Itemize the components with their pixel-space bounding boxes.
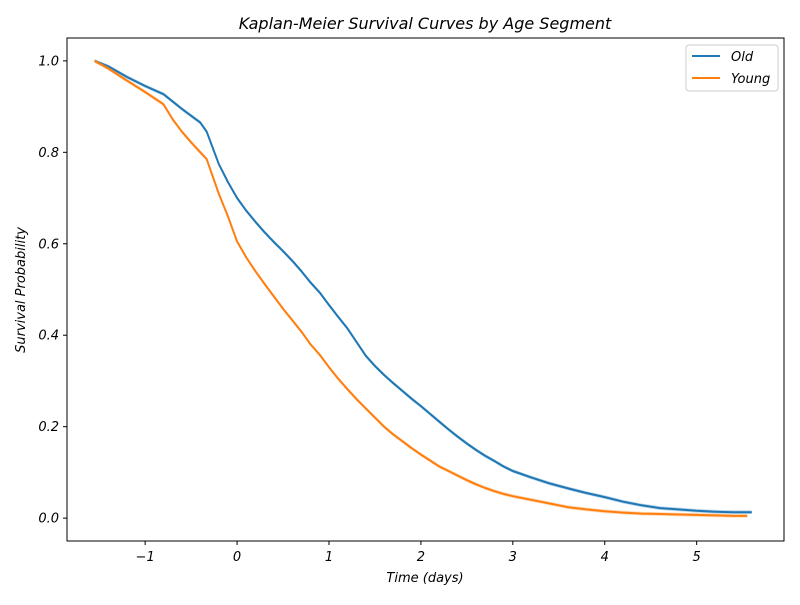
- legend-label-old: Old: [731, 50, 754, 65]
- plot-area: −1 0 1 2 3 4 5 0.0 0.2 0.4 0.6 0.8 1.0 Old Young: [38, 37, 785, 565]
- y-tick-label: 0.2: [38, 420, 59, 435]
- plot-frame: [66, 37, 785, 542]
- x-tick-label: 1: [325, 550, 333, 565]
- y-axis-label: Survival Probability: [14, 227, 29, 353]
- y-tick-label: 0.4: [38, 329, 59, 344]
- x-tick-label: 5: [693, 550, 701, 565]
- x-tick-label: 3: [509, 550, 517, 565]
- series-young-confidence-band: [94, 59, 748, 518]
- x-tick-label: 0: [233, 550, 241, 565]
- y-tick-label: 0.8: [38, 146, 59, 161]
- x-axis-label: Time (days): [386, 571, 463, 586]
- x-tick-label: 4: [601, 550, 609, 565]
- x-tick-label: 2: [417, 550, 425, 565]
- series-old-confidence-band: [94, 59, 752, 514]
- legend: Old Young: [685, 44, 779, 92]
- y-tick-label: 0.0: [38, 512, 59, 527]
- legend-label-young: Young: [731, 72, 770, 87]
- y-tick-label: 0.6: [38, 237, 59, 252]
- series-young-line: [94, 60, 748, 517]
- y-tick-label: 1.0: [38, 54, 59, 69]
- chart-title: Kaplan-Meier Survival Curves by Age Segm…: [239, 14, 612, 33]
- series-old-line: [94, 59, 752, 514]
- x-tick-label: −1: [136, 550, 155, 565]
